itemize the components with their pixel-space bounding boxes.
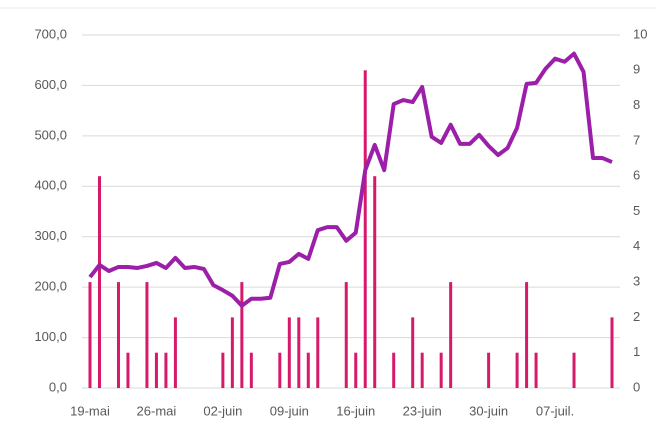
bar: [411, 317, 415, 388]
y-tick-label: 700,0: [34, 26, 67, 41]
x-tick-label: 30-juin: [469, 403, 508, 418]
x-tick-label: 07-juil.: [536, 403, 574, 418]
bar: [306, 352, 310, 388]
y-tick-label: 500,0: [34, 127, 67, 142]
y2-tick-label: 1: [633, 344, 640, 359]
bar: [221, 352, 225, 388]
bar: [439, 352, 443, 388]
bar: [287, 317, 291, 388]
line: [88, 51, 613, 308]
bar: [534, 352, 538, 388]
y2-tick-label: 8: [633, 97, 640, 112]
bar: [354, 352, 358, 388]
y-tick-label: 200,0: [34, 279, 67, 294]
y2-tick-label: 4: [633, 238, 640, 253]
bar: [230, 317, 234, 388]
bar: [278, 352, 282, 388]
bar: [154, 352, 158, 388]
bar: [297, 317, 301, 388]
y-tick-label: 100,0: [34, 329, 67, 344]
x-tick-label: 19-mai: [70, 403, 110, 418]
y2-tick-label: 0: [633, 379, 640, 394]
bar: [344, 282, 348, 388]
bar: [487, 352, 491, 388]
y-tick-label: 0,0: [49, 379, 67, 394]
bar: [525, 282, 529, 388]
y2-tick-label: 6: [633, 168, 640, 183]
y2-tick-label: 7: [633, 132, 640, 147]
y-tick-label: 600,0: [34, 77, 67, 92]
bar: [126, 352, 130, 388]
y-tick-label: 400,0: [34, 178, 67, 193]
y2-tick-label: 3: [633, 274, 640, 289]
bar: [97, 176, 101, 388]
bar: [249, 352, 253, 388]
y2-tick-label: 9: [633, 62, 640, 77]
bar: [572, 352, 576, 388]
bar: [173, 317, 177, 388]
bar: [373, 176, 377, 388]
bar: [610, 317, 614, 388]
bar: [392, 352, 396, 388]
bar: [88, 282, 92, 388]
y2-tick-label: 5: [633, 203, 640, 218]
x-tick-label: 09-juin: [270, 403, 309, 418]
bar: [145, 282, 149, 388]
bar: [240, 282, 244, 388]
bar: [515, 352, 519, 388]
bar: [449, 282, 453, 388]
bar: [164, 352, 168, 388]
x-tick-label: 23-juin: [403, 403, 442, 418]
y-tick-label: 300,0: [34, 228, 67, 243]
bar: [363, 70, 367, 389]
x-tick-label: 02-juin: [203, 403, 242, 418]
bar: [316, 317, 320, 388]
x-tick-label: 16-juin: [336, 403, 375, 418]
bar: [420, 352, 424, 388]
y2-tick-label: 10: [633, 26, 647, 41]
bar: [116, 282, 120, 388]
y2-tick-label: 2: [633, 309, 640, 324]
x-tick-label: 26-mai: [137, 403, 177, 418]
